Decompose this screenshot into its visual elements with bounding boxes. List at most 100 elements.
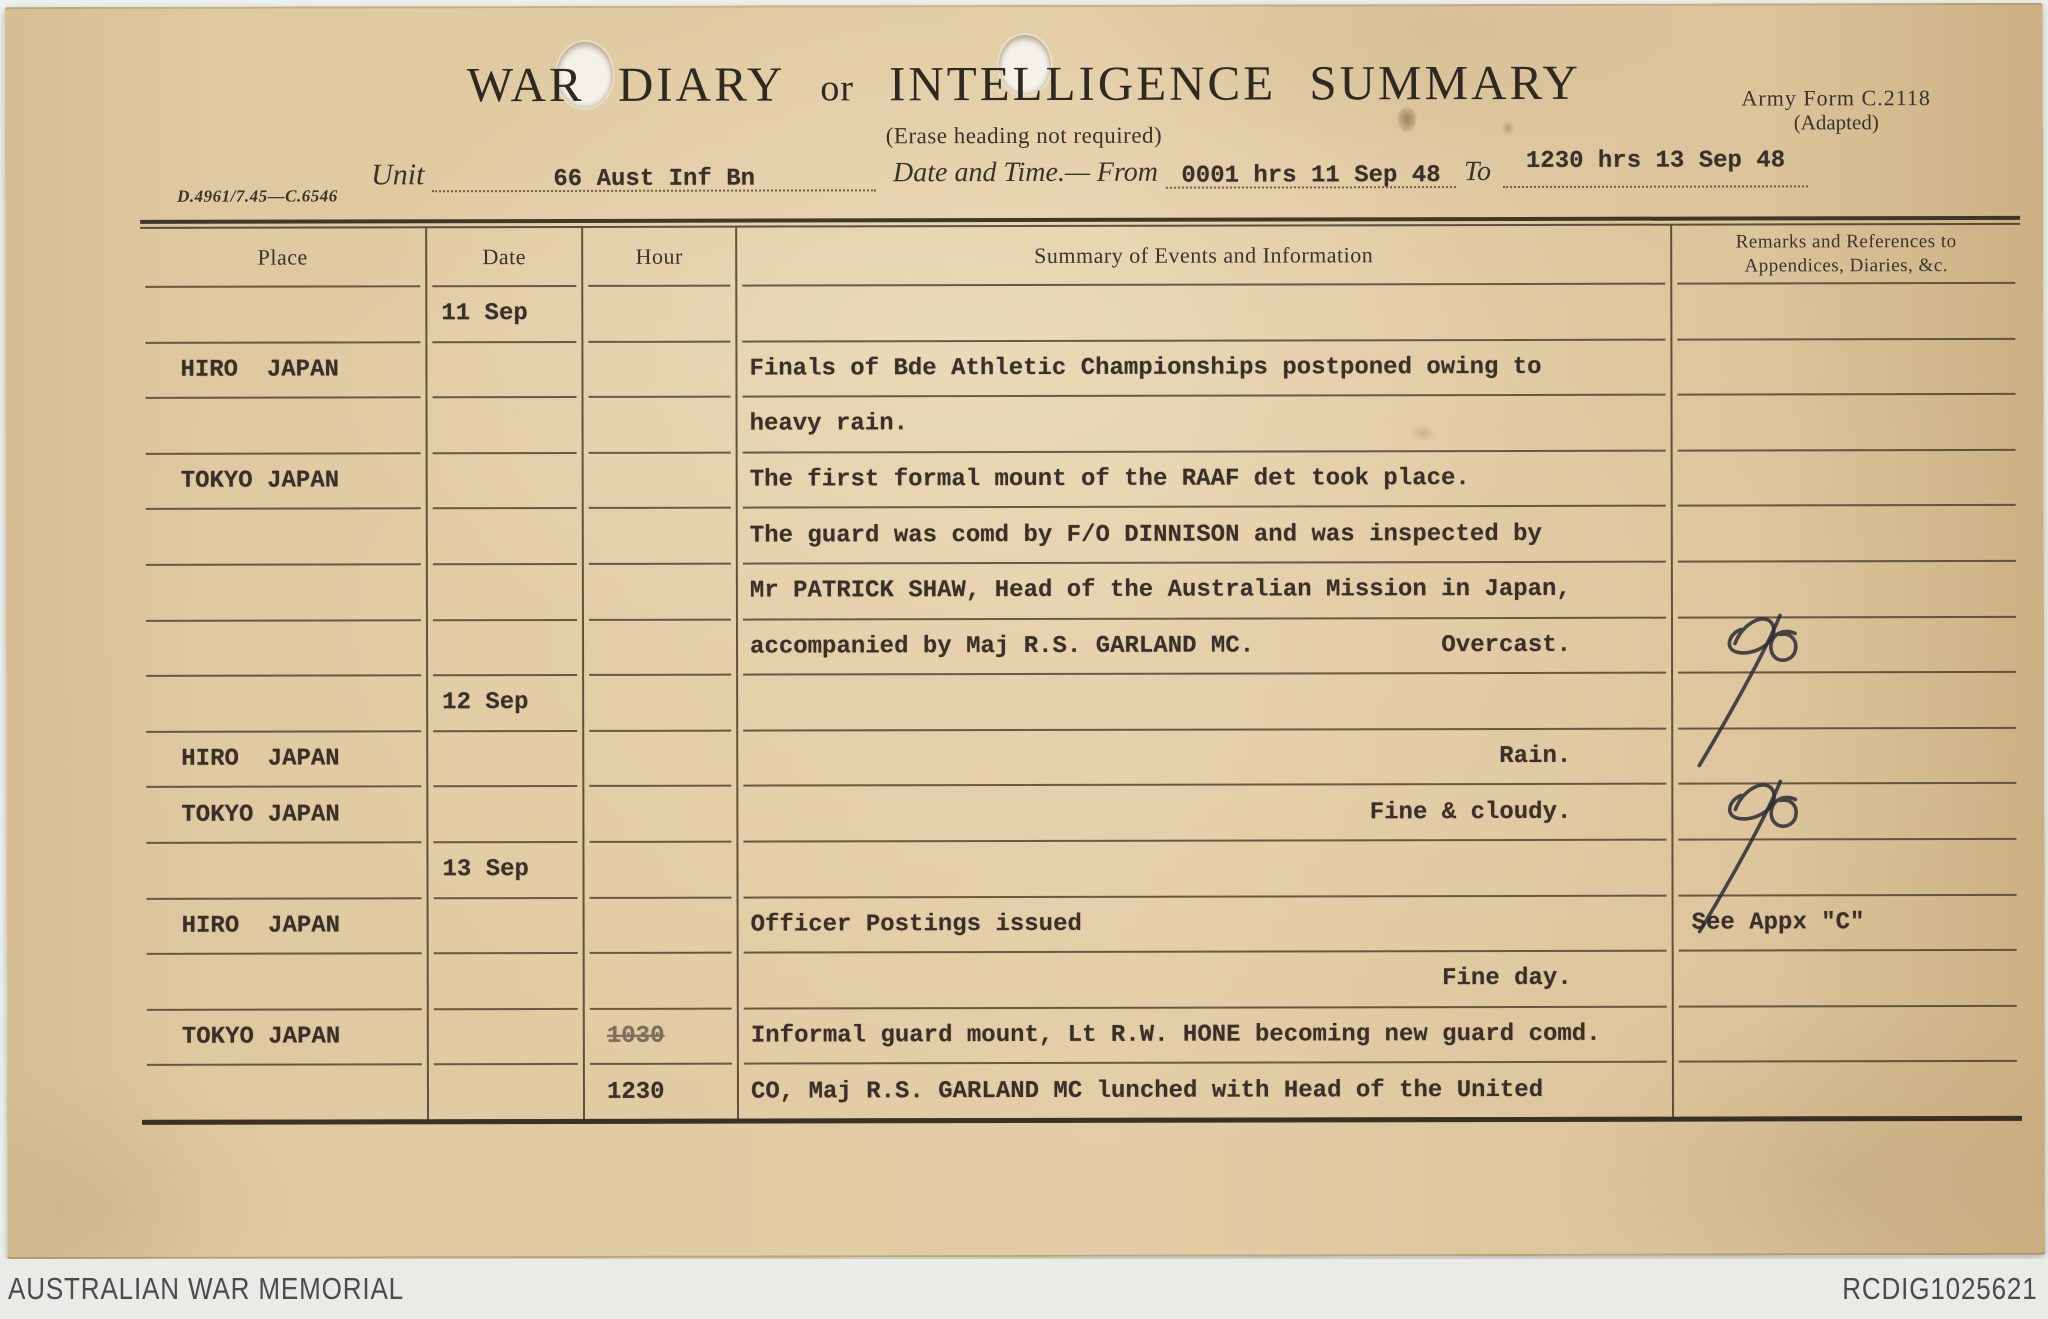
war-diary-page: WAR DIARY or INTELLIGENCE SUMMARY (Erase… xyxy=(4,2,2046,1260)
record-id: RCDIG1025621 xyxy=(1842,1271,2038,1306)
table-row: Mr PATRICK SHAW, Head of the Australian … xyxy=(141,560,2021,621)
place-cell: HIRO JAPAN xyxy=(140,342,425,398)
table-row: 12 Sep xyxy=(141,672,2022,732)
weather-note: Fine day. xyxy=(1442,965,1572,993)
date-cell: 11 Sep xyxy=(425,285,582,342)
place-value: TOKYO JAPAN xyxy=(181,1023,341,1051)
remarks-cell: See Appx "C" xyxy=(1671,894,2022,951)
place-cell xyxy=(142,1065,427,1121)
place-value: HIRO JAPAN xyxy=(181,745,340,773)
table-header-row: Place Date Hour Summary of Events and In… xyxy=(140,224,2021,287)
hour-cell xyxy=(581,396,736,453)
hour-cell xyxy=(582,841,737,898)
summary-cell: The guard was comd by F/O DINNISON and w… xyxy=(735,506,1671,564)
table-body: 11 Sep HIRO JAPAN Finals of Bde Athletic C… xyxy=(140,282,2023,1121)
place-value: TOKYO JAPAN xyxy=(181,801,340,829)
date-value: 11 Sep xyxy=(441,300,528,328)
place-value: HIRO JAPAN xyxy=(181,912,341,940)
army-form-number: Army Form C.2118 xyxy=(1741,85,1931,111)
place-cell: TOKYO JAPAN xyxy=(142,1009,427,1065)
table-row: 13 Sep xyxy=(141,838,2022,899)
print-code: D.4961/7.45—C.6546 xyxy=(177,186,338,206)
summary-cell: accompanied by Maj R.S. GARLAND MC. Overc… xyxy=(735,617,1672,675)
form-title-part1: WAR DIARY xyxy=(466,56,786,113)
header-remarks-line1: Remarks and References to xyxy=(1735,231,1957,253)
hour-cell xyxy=(581,341,736,398)
table-row: 11 Sep xyxy=(140,282,2021,343)
place-cell: HIRO JAPAN xyxy=(142,898,427,954)
place-cell: TOKYO JAPAN xyxy=(141,453,426,509)
place-value: TOKYO JAPAN xyxy=(180,467,340,495)
hour-value: 1230 xyxy=(606,1078,665,1106)
weather-note: Rain. xyxy=(1499,742,1572,771)
summary-cell: Finals of Bde Athletic Championships pos… xyxy=(735,339,1671,397)
remarks-cell xyxy=(1671,950,2022,1007)
summary-cell: Mr PATRICK SHAW, Head of the Australian … xyxy=(735,561,1671,620)
datetime-from-field: 0001 hrs 11 Sep 48 xyxy=(1165,157,1457,190)
hour-cell xyxy=(582,952,737,1009)
header-remarks: Remarks and References to Appendices, Di… xyxy=(1670,224,2021,284)
table-row: HIRO JAPAN Officer Postings issued See App… xyxy=(142,894,2022,954)
table-row: TOKYO JAPAN 1030 Informal guard mount, Lt … xyxy=(142,1005,2022,1066)
hour-cell xyxy=(581,619,737,676)
date-cell xyxy=(425,619,583,676)
place-cell xyxy=(141,509,426,565)
date-cell xyxy=(425,452,582,509)
place-cell xyxy=(141,397,426,453)
remarks-cell xyxy=(1671,838,2022,896)
remarks-text: See Appx "C" xyxy=(1691,909,1865,937)
header-place: Place xyxy=(140,228,425,287)
datetime-label: Date and Time.— From xyxy=(893,156,1159,189)
hour-cell xyxy=(582,785,737,842)
army-form-reference: Army Form C.2118 (Adapted) xyxy=(1741,85,1930,135)
remarks-cell xyxy=(1671,779,2022,934)
date-cell xyxy=(426,786,583,843)
remarks-cell xyxy=(1670,449,2021,507)
place-cell xyxy=(141,564,426,620)
summary-cell xyxy=(736,672,1672,731)
table-row: TOKYO JAPAN The first formal mount of the… xyxy=(141,449,2021,510)
date-cell: 13 Sep xyxy=(426,841,583,898)
summary-cell: CO, Maj R.S. GARLAND MC lunched with Hea… xyxy=(736,1061,1673,1120)
form-title-part2: INTELLIGENCE SUMMARY xyxy=(888,54,1581,112)
summary-text: Informal guard mount, Lt R.W. HONE becom… xyxy=(750,1020,1601,1050)
remarks-cell xyxy=(1670,338,2021,395)
place-cell xyxy=(142,953,427,1009)
summary-cell: Fine & cloudy. xyxy=(736,783,1672,842)
hour-cell xyxy=(581,285,736,342)
hour-cell: 1230 xyxy=(582,1063,738,1120)
date-value: 13 Sep xyxy=(442,856,529,884)
table-row: heavy rain. xyxy=(141,394,2021,454)
summary-cell: Fine day. xyxy=(736,950,1672,1009)
date-cell xyxy=(425,397,582,454)
hour-cell: 1030 xyxy=(582,1008,737,1065)
place-cell xyxy=(141,675,426,731)
army-form-adapted: (Adapted) xyxy=(1793,110,1879,135)
place-cell: TOKYO JAPAN xyxy=(141,787,426,843)
header-summary: Summary of Events and Information xyxy=(735,225,1671,286)
summary-cell xyxy=(736,839,1672,898)
date-cell xyxy=(426,953,583,1009)
datetime-line: Date and Time.— From 0001 hrs 11 Sep 48 … xyxy=(893,148,1809,190)
hour-cell xyxy=(581,563,736,620)
table-row: HIRO JAPAN Finals of Bde Athletic Champio… xyxy=(140,338,2021,399)
datetime-from-value: 0001 hrs 11 Sep 48 xyxy=(1181,162,1441,190)
hour-cell xyxy=(582,674,737,731)
header-remarks-line2: Appendices, Diaries, &c. xyxy=(1744,255,1949,277)
date-cell xyxy=(425,563,582,620)
table-row: Fine day. xyxy=(142,950,2022,1010)
summary-text: The guard was comd by F/O DINNISON and w… xyxy=(749,520,1542,550)
unit-line: Unit 66 Aust Inf Bn xyxy=(371,157,877,193)
table-row: 1230 CO, Maj R.S. GARLAND MC lunched with… xyxy=(142,1061,2023,1121)
date-cell xyxy=(426,897,583,954)
remarks-cell xyxy=(1671,727,2022,784)
summary-cell: Rain. xyxy=(736,728,1672,786)
date-cell xyxy=(425,341,582,398)
summary-cell: Officer Postings issued xyxy=(736,895,1672,953)
date-cell xyxy=(426,730,583,787)
summary-text: Officer Postings issued xyxy=(750,910,1082,939)
summary-text: Finals of Bde Athletic Championships pos… xyxy=(749,353,1542,383)
to-label: To xyxy=(1463,156,1492,188)
remarks-cell xyxy=(1670,613,2022,767)
